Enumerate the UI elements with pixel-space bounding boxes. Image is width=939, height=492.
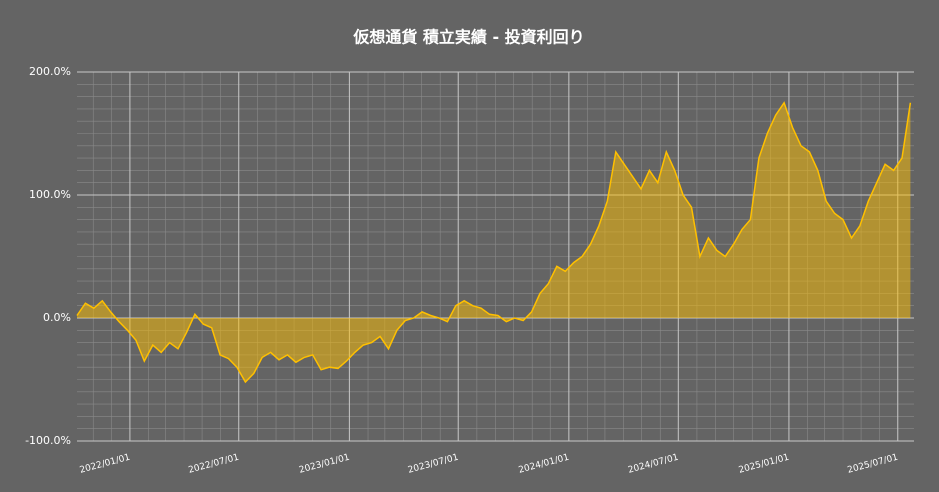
y-tick-label: 100.0% — [29, 188, 71, 201]
y-tick-label: 0.0% — [43, 311, 71, 324]
area — [77, 102, 911, 383]
chart-title: 仮想通貨 積立実績 - 投資利回り — [352, 28, 584, 47]
line — [76, 101, 912, 384]
y-tick-label: -100.0% — [25, 434, 71, 447]
y-tick-label: 200.0% — [29, 65, 71, 78]
